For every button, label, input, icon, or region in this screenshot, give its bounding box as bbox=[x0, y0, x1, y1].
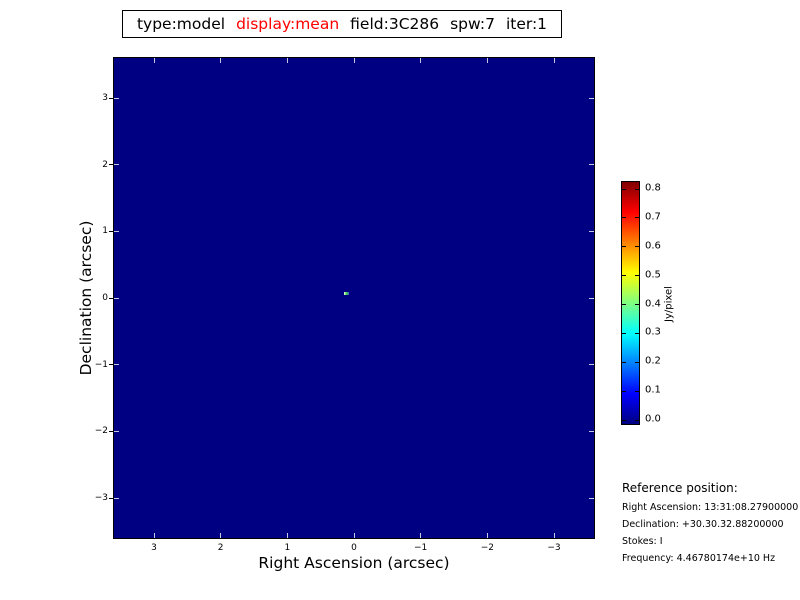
colorbar-tick-mark bbox=[635, 217, 639, 219]
title-segment: display:mean bbox=[236, 15, 340, 33]
colorbar-tick-label: 0.0 bbox=[645, 413, 661, 425]
title-segment: field:3C286 bbox=[350, 15, 440, 33]
y-tick-label: −1 bbox=[94, 359, 108, 370]
y-tick-mark bbox=[114, 364, 119, 366]
colorbar-tick-mark bbox=[635, 246, 639, 248]
x-tick-label: −2 bbox=[480, 543, 494, 553]
colorbar-tick-mark bbox=[635, 390, 639, 392]
y-tick-mark bbox=[114, 297, 119, 299]
y-tick-label: 1 bbox=[102, 226, 108, 237]
x-tick-label: 2 bbox=[217, 543, 224, 553]
colorbar bbox=[621, 181, 640, 425]
x-tick-mark bbox=[286, 58, 288, 63]
colorbar-tick-mark bbox=[622, 304, 626, 305]
x-tick-mark bbox=[153, 533, 155, 538]
colorbar-tick-mark bbox=[635, 361, 639, 363]
x-tick-mark bbox=[486, 533, 488, 538]
colorbar-tick-mark bbox=[622, 390, 626, 392]
title-segment: type:model bbox=[136, 15, 226, 33]
x-tick-mark bbox=[286, 533, 288, 538]
x-tick-mark bbox=[553, 533, 555, 538]
reference-heading: Reference position: bbox=[622, 481, 738, 495]
x-tick-label: −3 bbox=[547, 543, 561, 553]
colorbar-tick-label: 0.1 bbox=[645, 384, 661, 396]
x-tick-label: 1 bbox=[284, 543, 291, 553]
y-tick-label: 3 bbox=[102, 93, 108, 103]
model-source-marker bbox=[344, 292, 349, 296]
y-tick-mark bbox=[114, 497, 119, 499]
colorbar-tick-mark bbox=[622, 275, 626, 277]
colorbar-tick-mark bbox=[635, 419, 639, 421]
reference-line: Declination: +30.30.32.88200000 bbox=[622, 519, 784, 530]
y-tick-mark-outer bbox=[108, 164, 113, 166]
colorbar-tick-label: 0.6 bbox=[645, 240, 661, 252]
colorbar-tick-label: 0.2 bbox=[645, 355, 661, 367]
y-tick-mark-outer bbox=[108, 97, 113, 99]
plot-title: type:model display:mean field:3C286 spw:7 it… bbox=[122, 10, 562, 38]
y-tick-mark bbox=[589, 230, 594, 232]
y-tick-mark bbox=[589, 497, 594, 499]
reference-line: Right Ascension: 13:31:08.27900000 bbox=[622, 502, 799, 513]
colorbar-tick-label: 0.3 bbox=[645, 326, 661, 338]
x-tick-mark bbox=[220, 58, 222, 63]
y-tick-mark bbox=[589, 430, 594, 432]
y-tick-mark bbox=[114, 430, 119, 432]
image-plot-area bbox=[108, 57, 595, 539]
colorbar-tick-label: 0.5 bbox=[645, 269, 661, 281]
y-tick-mark bbox=[114, 97, 119, 99]
colorbar-tick-mark bbox=[622, 361, 626, 363]
colorbar-tick-label: 0.4 bbox=[645, 298, 661, 309]
x-tick-label: 0 bbox=[351, 543, 357, 553]
y-tick-mark-outer bbox=[108, 364, 113, 366]
colorbar-tick-mark bbox=[622, 246, 626, 248]
x-tick-mark bbox=[420, 58, 422, 63]
y-tick-label: −3 bbox=[94, 493, 108, 503]
x-axis-title: Right Ascension (arcsec) bbox=[258, 554, 450, 572]
y-tick-mark-outer bbox=[108, 497, 113, 499]
y-tick-mark-outer bbox=[108, 297, 113, 299]
y-tick-mark bbox=[114, 230, 119, 232]
x-tick-mark bbox=[353, 58, 355, 63]
x-tick-mark bbox=[353, 533, 355, 538]
colorbar-tick-mark bbox=[635, 332, 639, 334]
x-tick-mark bbox=[153, 58, 155, 63]
y-tick-mark-outer bbox=[108, 230, 113, 232]
y-tick-mark bbox=[114, 164, 119, 166]
reference-line: Frequency: 4.46780174e+10 Hz bbox=[622, 553, 776, 564]
colorbar-tick-label: 0.7 bbox=[645, 211, 661, 223]
title-segment: spw:7 bbox=[450, 15, 495, 33]
colorbar-axis-title: Jy/pixel bbox=[663, 286, 675, 322]
colorbar-tick-mark bbox=[635, 275, 639, 277]
x-tick-label: 3 bbox=[151, 543, 157, 553]
y-tick-label: 2 bbox=[102, 159, 108, 170]
colorbar-tick-mark bbox=[622, 419, 626, 421]
y-tick-mark bbox=[589, 97, 594, 99]
y-tick-mark-outer bbox=[108, 430, 113, 432]
y-tick-label: −2 bbox=[94, 426, 108, 437]
colorbar-tick-mark bbox=[635, 304, 639, 305]
y-tick-mark bbox=[589, 364, 594, 366]
reference-line: Stokes: I bbox=[622, 536, 663, 547]
y-tick-mark bbox=[589, 297, 594, 299]
colorbar-tick-mark bbox=[622, 188, 626, 190]
colorbar-tick-mark bbox=[635, 188, 639, 190]
y-tick-label: 0 bbox=[102, 293, 108, 303]
x-tick-mark bbox=[553, 58, 555, 63]
colorbar-tick-mark bbox=[622, 217, 626, 219]
reference-position-block: Reference position: Right Ascension: 13:… bbox=[622, 481, 798, 570]
colorbar-tick-label: 0.8 bbox=[645, 182, 661, 194]
x-tick-mark bbox=[220, 533, 222, 538]
x-tick-mark bbox=[420, 533, 422, 538]
x-tick-label: −1 bbox=[414, 543, 428, 553]
y-tick-mark bbox=[589, 164, 594, 166]
colorbar-tick-mark bbox=[622, 332, 626, 334]
x-tick-mark bbox=[486, 58, 488, 63]
title-segment: iter:1 bbox=[505, 15, 548, 33]
